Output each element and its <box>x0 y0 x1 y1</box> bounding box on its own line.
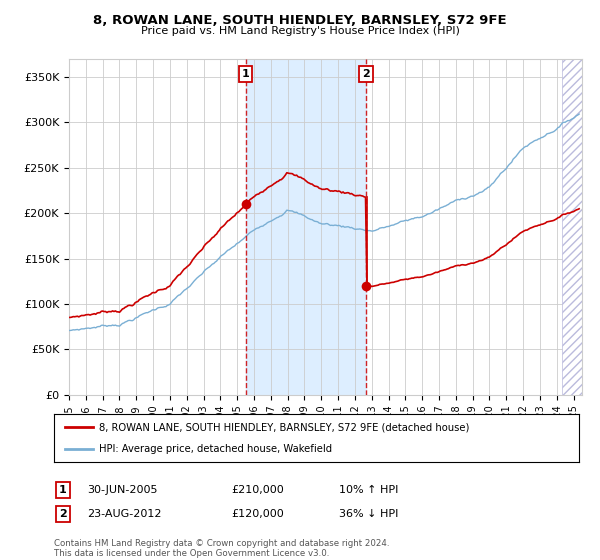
Text: £210,000: £210,000 <box>231 485 284 495</box>
Text: 1: 1 <box>242 69 250 79</box>
Text: HPI: Average price, detached house, Wakefield: HPI: Average price, detached house, Wake… <box>98 444 332 454</box>
Text: 8, ROWAN LANE, SOUTH HIENDLEY, BARNSLEY, S72 9FE (detached house): 8, ROWAN LANE, SOUTH HIENDLEY, BARNSLEY,… <box>98 422 469 432</box>
Text: 2: 2 <box>59 509 67 519</box>
Text: Contains HM Land Registry data © Crown copyright and database right 2024.
This d: Contains HM Land Registry data © Crown c… <box>54 539 389 558</box>
Text: Price paid vs. HM Land Registry's House Price Index (HPI): Price paid vs. HM Land Registry's House … <box>140 26 460 36</box>
Text: 8, ROWAN LANE, SOUTH HIENDLEY, BARNSLEY, S72 9FE: 8, ROWAN LANE, SOUTH HIENDLEY, BARNSLEY,… <box>93 14 507 27</box>
Bar <box>245 59 366 395</box>
Text: 1: 1 <box>59 485 67 495</box>
Text: 36% ↓ HPI: 36% ↓ HPI <box>339 509 398 519</box>
Text: £120,000: £120,000 <box>231 509 284 519</box>
Text: 10% ↑ HPI: 10% ↑ HPI <box>339 485 398 495</box>
Text: 2: 2 <box>362 69 370 79</box>
Bar <box>562 59 584 395</box>
Text: 23-AUG-2012: 23-AUG-2012 <box>87 509 161 519</box>
Text: 30-JUN-2005: 30-JUN-2005 <box>87 485 157 495</box>
